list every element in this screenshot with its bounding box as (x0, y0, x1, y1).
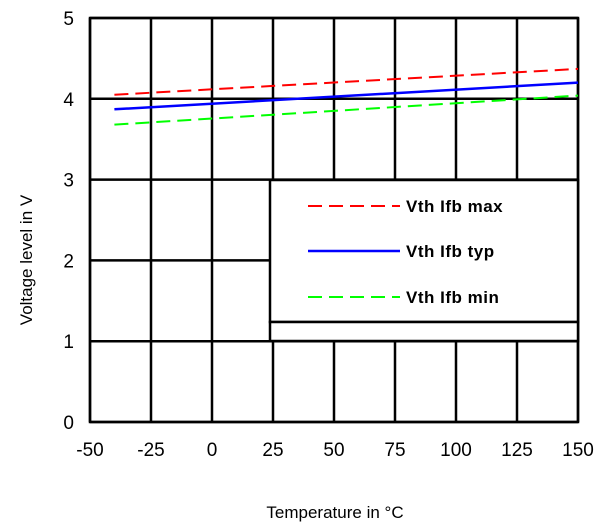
x-tick-label: -50 (76, 440, 103, 461)
legend-lower-box (268, 320, 580, 343)
x-tick-label: -25 (137, 440, 164, 461)
x-tick-label: 75 (384, 440, 405, 461)
legend-label: Vth Ifb typ (406, 242, 495, 261)
y-axis-title: Voltage level in V (17, 194, 36, 325)
x-tick-label: 150 (562, 440, 594, 461)
x-tick-label: 100 (440, 440, 472, 461)
tick-labels: -50 -25 0 25 50 75 100 125 150 0 1 2 3 4 5 (63, 9, 593, 461)
legend: Vth Ifb max Vth Ifb typ Vth Ifb min (268, 178, 580, 343)
series-line (114, 81, 579, 111)
series-line (114, 94, 579, 126)
x-tick-label: 50 (323, 440, 344, 461)
x-axis-title: Temperature in °C (266, 503, 403, 522)
y-tick-label: 5 (63, 9, 74, 30)
x-tick-label: 25 (262, 440, 283, 461)
series-lines (114, 67, 579, 126)
y-tick-label: 3 (63, 171, 74, 192)
legend-label: Vth Ifb min (406, 288, 499, 307)
legend-label: Vth Ifb max (406, 197, 503, 216)
series-line (114, 67, 579, 96)
y-tick-label: 2 (63, 251, 74, 272)
x-tick-label: 125 (501, 440, 533, 461)
y-tick-label: 4 (63, 90, 74, 111)
y-tick-label: 1 (63, 332, 74, 353)
x-tick-label: 0 (207, 440, 218, 461)
y-tick-label: 0 (63, 413, 74, 434)
